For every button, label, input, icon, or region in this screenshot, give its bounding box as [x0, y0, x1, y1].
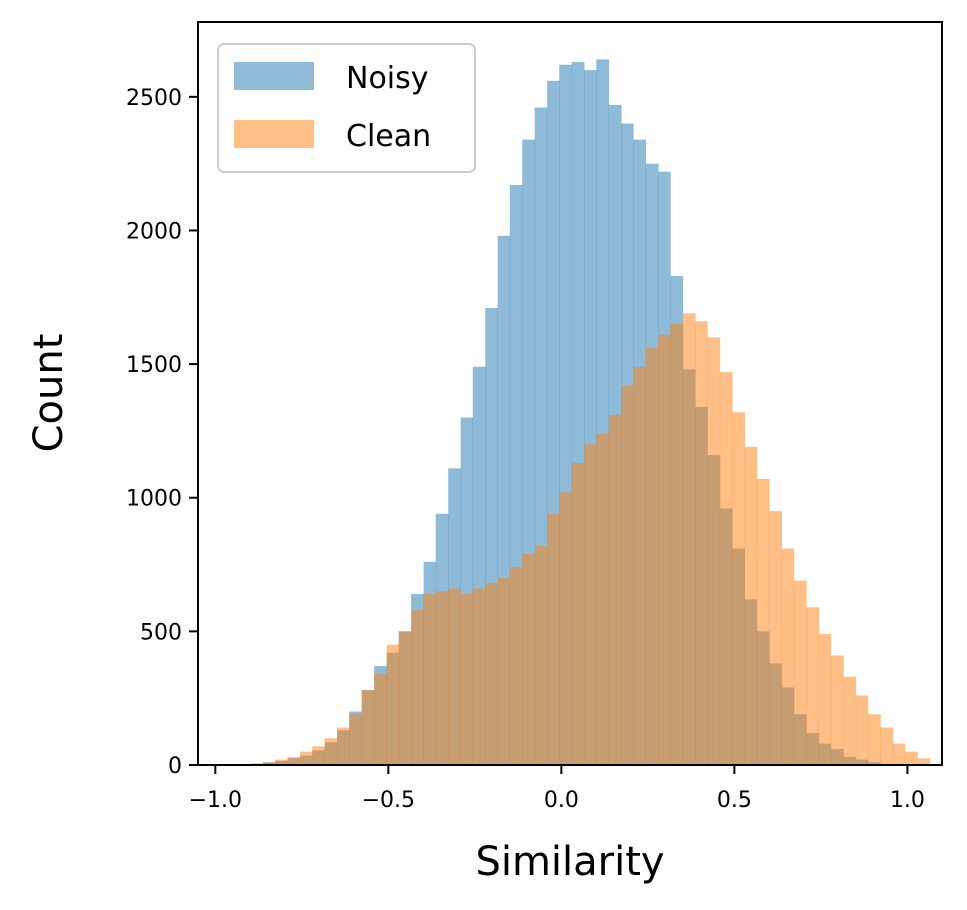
- bar-clean-3: [287, 756, 301, 765]
- bar-clean-54: [917, 758, 931, 765]
- bar-clean-10: [374, 674, 387, 765]
- bar-clean-33: [658, 334, 671, 765]
- legend-swatch-clean: [234, 120, 314, 148]
- bar-clean-23: [534, 545, 548, 765]
- bar-clean-47: [830, 655, 844, 765]
- bar-clean-8: [349, 714, 362, 765]
- bar-clean-45: [806, 607, 820, 765]
- bar-clean-48: [843, 676, 857, 765]
- bar-clean-22: [522, 553, 536, 765]
- bar-clean-26: [571, 462, 585, 765]
- bar-clean-29: [608, 414, 622, 765]
- x-tick-label: −1.0: [189, 788, 242, 813]
- bar-clean-5: [312, 746, 325, 765]
- plot-frame: [197, 21, 943, 766]
- bar-clean-38: [719, 372, 733, 765]
- y-tick-label: 1000: [126, 487, 182, 512]
- bar-clean-24: [547, 513, 560, 765]
- bar-clean-39: [732, 412, 746, 765]
- bar-clean-36: [695, 321, 708, 765]
- y-tick-label: 0: [168, 754, 182, 779]
- bar-clean-17: [460, 593, 474, 765]
- bar-clean-14: [423, 593, 437, 765]
- bar-clean-9: [361, 690, 375, 765]
- bar-clean-51: [880, 727, 894, 765]
- x-axis-title: Similarity: [475, 839, 664, 885]
- bar-clean-18: [472, 588, 486, 765]
- bar-clean-12: [398, 631, 412, 765]
- x-axis-ticks: −1.0 −0.5 0.0 0.5 1.0: [189, 765, 925, 813]
- bar-clean-27: [584, 444, 597, 765]
- bar-clean-7: [337, 727, 350, 765]
- bar-clean-31: [633, 366, 647, 765]
- bar-clean-21: [509, 567, 523, 765]
- bar-clean-49: [855, 695, 869, 765]
- bar-clean-13: [411, 609, 424, 765]
- bar-clean-32: [645, 348, 659, 765]
- bar-clean-40: [744, 446, 758, 765]
- bar-clean-41: [756, 479, 770, 765]
- bar-clean-25: [559, 492, 573, 765]
- bar-clean-35: [682, 313, 696, 765]
- x-tick-label: 0.5: [717, 788, 752, 813]
- legend-swatch-noisy: [234, 62, 314, 90]
- y-tick-label: 500: [140, 620, 182, 645]
- bar-clean-28: [596, 433, 610, 765]
- y-tick-label: 1500: [126, 353, 182, 378]
- bar-clean-43: [781, 548, 795, 765]
- series-clean-bars: [250, 313, 931, 765]
- legend: Noisy Clean: [217, 43, 476, 173]
- x-tick-label: 1.0: [890, 788, 925, 813]
- bar-clean-1: [263, 762, 276, 765]
- bar-clean-44: [793, 580, 807, 765]
- bar-clean-16: [448, 588, 461, 765]
- bar-clean-4: [300, 751, 313, 765]
- y-tick-label: 2000: [126, 219, 182, 244]
- bar-clean-37: [707, 337, 721, 765]
- bar-clean-42: [769, 511, 783, 765]
- bar-clean-11: [386, 644, 400, 765]
- y-axis-title: Count: [26, 334, 72, 453]
- legend-label-clean: Clean: [346, 119, 431, 154]
- bar-clean-15: [435, 591, 449, 765]
- x-tick-label: 0.0: [544, 788, 579, 813]
- bar-clean-20: [497, 577, 511, 765]
- bar-clean-52: [892, 743, 906, 765]
- bar-clean-50: [867, 714, 881, 765]
- bar-clean-30: [621, 385, 634, 765]
- bar-clean-34: [670, 324, 684, 765]
- bar-clean-2: [275, 759, 288, 765]
- bar-clean-19: [485, 583, 498, 765]
- bar-clean-53: [904, 751, 918, 765]
- y-axis-ticks: 0 500 1000 1500 2000 2500: [126, 86, 198, 779]
- legend-label-noisy: Noisy: [346, 61, 429, 96]
- x-tick-label: −0.5: [362, 788, 415, 813]
- bar-clean-6: [324, 738, 338, 765]
- bar-clean-46: [818, 634, 832, 765]
- y-tick-label: 2500: [126, 86, 182, 111]
